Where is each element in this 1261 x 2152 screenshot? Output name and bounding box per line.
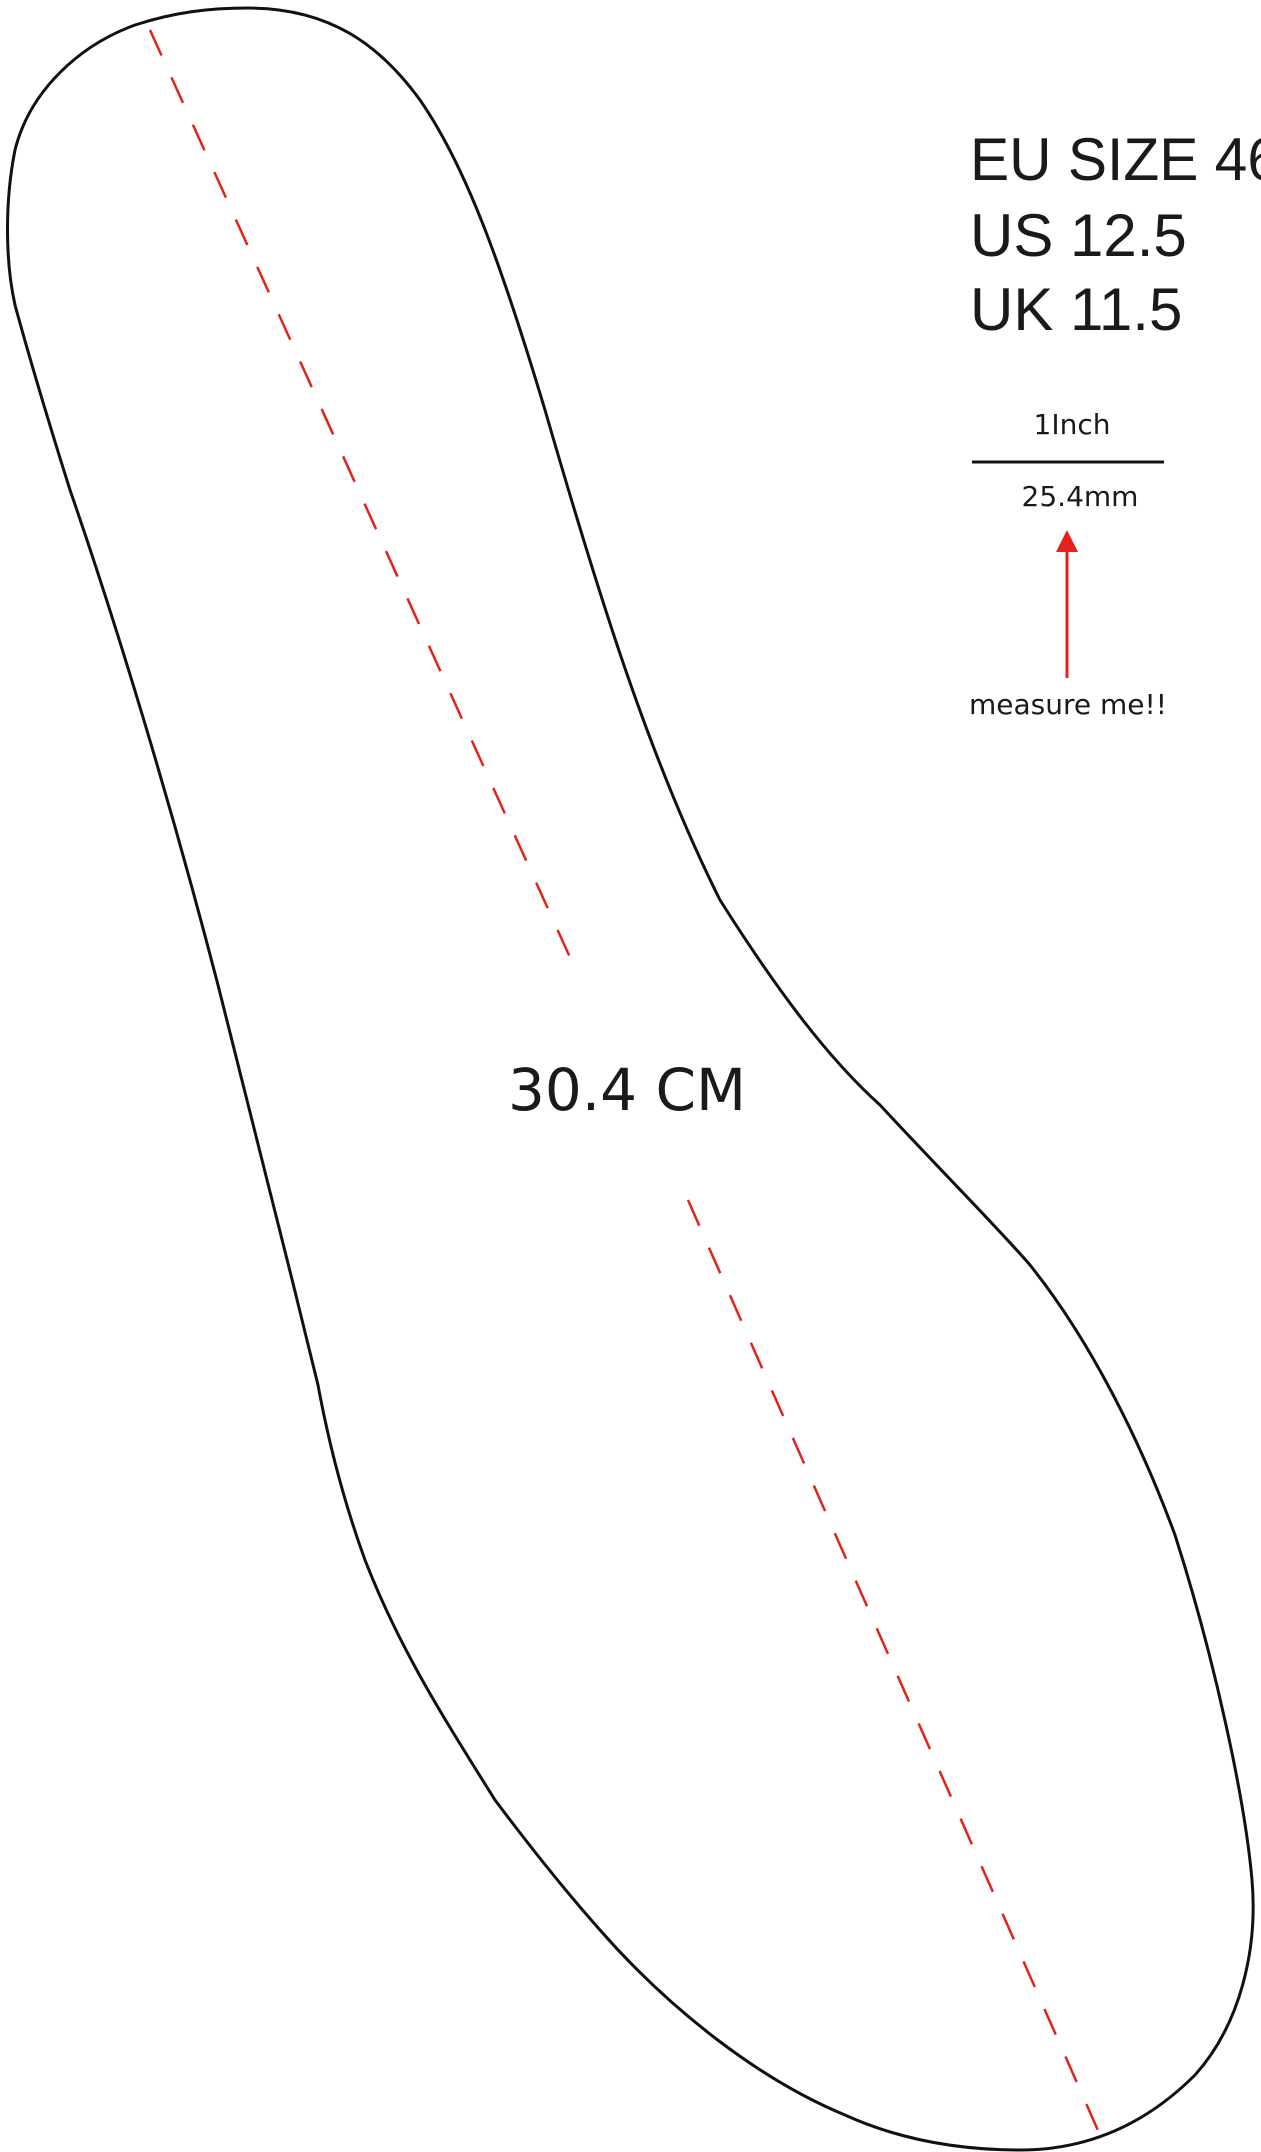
insole-length-label: 30.4 CM <box>508 1056 746 1124</box>
arrow-head-icon <box>1056 530 1078 552</box>
eu-size-label: EU SIZE 46 <box>970 126 1261 193</box>
mm-label: 25.4mm <box>1022 480 1139 513</box>
measure-note: measure me!! <box>969 688 1167 721</box>
insole-outline <box>6 6 1255 2152</box>
length-guide-lower <box>686 1199 1102 2136</box>
uk-size-label: UK 11.5 <box>970 276 1182 343</box>
us-size-label: US 12.5 <box>970 202 1187 269</box>
inch-label: 1Inch <box>1034 408 1111 441</box>
length-guide-upper <box>148 29 580 976</box>
